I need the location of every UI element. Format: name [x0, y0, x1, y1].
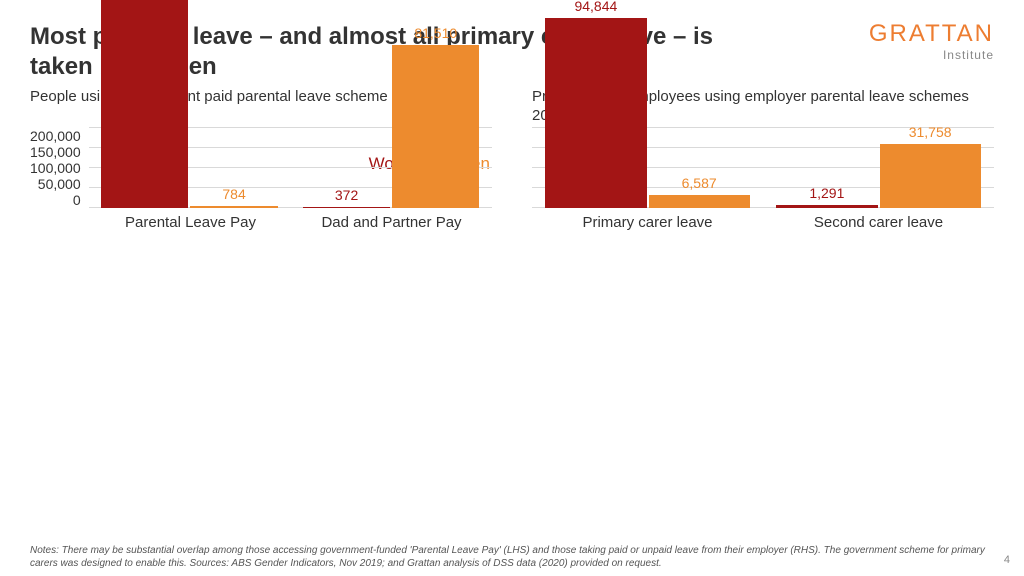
chart-row: People using government paid parental le…: [30, 88, 994, 231]
bar-men: 784: [190, 206, 277, 208]
bar-women: 158,588: [101, 0, 188, 208]
left-chart: 200,000 150,000 100,000 50,000 0 Women M…: [30, 128, 492, 208]
bar-women: 94,844: [545, 18, 646, 208]
right-groups: 94,8446,5871,29131,758: [532, 128, 994, 208]
bar-label: 81,510: [392, 25, 479, 41]
logo-text: GRATTAN: [869, 22, 994, 46]
bar-group: 1,29131,758: [763, 128, 994, 208]
left-panel: People using government paid parental le…: [30, 88, 492, 231]
bar-group: 37281,510: [290, 128, 492, 208]
x-tick: Parental Leave Pay: [90, 208, 291, 231]
page-number: 4: [1004, 554, 1010, 566]
bar-label: 31,758: [880, 124, 981, 140]
bar-label: 784: [190, 186, 277, 202]
bar-label: 372: [303, 187, 390, 203]
x-tick: Primary carer leave: [532, 208, 763, 231]
right-x-axis: Primary carer leave Second carer leave: [532, 208, 994, 231]
y-axis: 200,000 150,000 100,000 50,000 0: [30, 128, 89, 208]
y-tick: 0: [73, 192, 81, 208]
y-tick: 100,000: [30, 160, 81, 176]
bar-men: 6,587: [649, 195, 750, 208]
logo-subtext: Institute: [869, 48, 994, 62]
y-tick: 50,000: [38, 176, 81, 192]
bar-label: 1,291: [776, 185, 877, 201]
bar-women: 372: [303, 207, 390, 208]
logo: GRATTAN Institute: [869, 22, 994, 62]
right-chart: 94,8446,5871,29131,758: [532, 128, 994, 208]
x-tick: Second carer leave: [763, 208, 994, 231]
right-panel: Private sector employees using employer …: [532, 88, 994, 231]
bar-group: 158,588784: [89, 128, 291, 208]
bar-label: 94,844: [545, 0, 646, 14]
left-x-axis: Parental Leave Pay Dad and Partner Pay: [30, 208, 492, 231]
bar-group: 94,8446,587: [532, 128, 763, 208]
right-plot: 94,8446,5871,29131,758: [532, 128, 994, 208]
left-groups: 158,58878437281,510: [89, 128, 492, 208]
bar-women: 1,291: [776, 205, 877, 208]
footnotes: Notes: There may be substantial overlap …: [30, 545, 994, 570]
page-root: Most parental leave – and almost all pri…: [0, 0, 1024, 576]
bar-label: 6,587: [649, 175, 750, 191]
bar-men: 81,510: [392, 45, 479, 208]
bar-men: 31,758: [880, 144, 981, 208]
left-plot: Women Men 158,58878437281,510: [89, 128, 492, 208]
y-tick: 200,000: [30, 128, 81, 144]
y-tick: 150,000: [30, 144, 81, 160]
x-tick: Dad and Partner Pay: [291, 208, 492, 231]
